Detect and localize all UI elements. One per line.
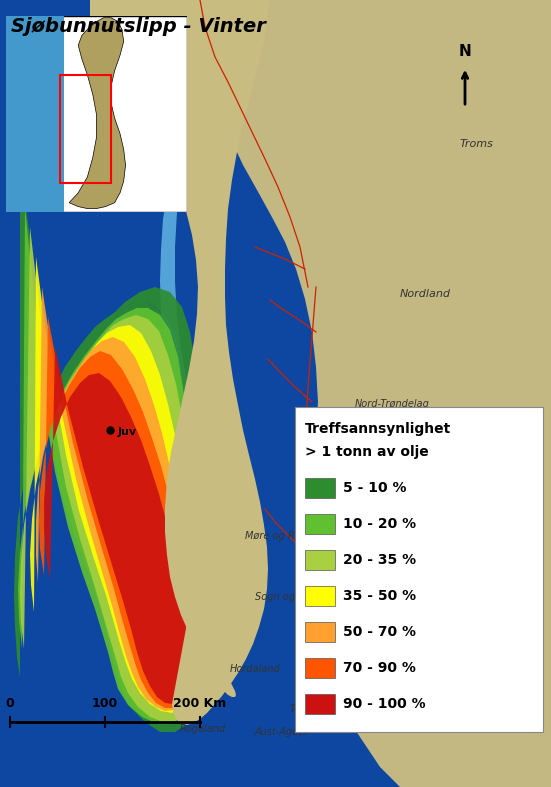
Text: Sogn og Fjordane: Sogn og Fjordane (255, 592, 341, 602)
Polygon shape (69, 17, 126, 209)
Bar (305, 658, 335, 678)
Bar (295, 407, 543, 732)
Text: Sør-Trønd.: Sør-Trønd. (310, 479, 359, 489)
Text: Hordaland: Hordaland (230, 664, 281, 674)
Bar (60, 75, 111, 183)
Polygon shape (6, 16, 64, 212)
Text: Oppland: Oppland (340, 579, 381, 589)
Bar (305, 586, 335, 606)
Polygon shape (90, 0, 270, 725)
Polygon shape (14, 167, 215, 732)
Text: Troms: Troms (460, 139, 494, 149)
Text: 5 - 10 %: 5 - 10 % (343, 481, 407, 495)
Text: Møre og Romsdal: Møre og Romsdal (245, 531, 330, 541)
Polygon shape (220, 0, 551, 787)
Text: Telemark: Telemark (290, 704, 334, 714)
Bar (305, 694, 335, 714)
Text: > 1 tonn av olje: > 1 tonn av olje (305, 445, 429, 459)
Text: N: N (458, 44, 471, 59)
Text: Sjøbunnutslipp - Vinter: Sjøbunnutslipp - Vinter (11, 17, 266, 36)
Text: 70 - 90 %: 70 - 90 % (343, 661, 416, 675)
Polygon shape (160, 0, 248, 709)
Polygon shape (30, 257, 203, 713)
Polygon shape (20, 227, 208, 722)
Text: Rogaland: Rogaland (180, 724, 226, 734)
Text: 35 - 50 %: 35 - 50 % (343, 589, 416, 603)
Text: 200 Km: 200 Km (174, 697, 226, 710)
Polygon shape (44, 347, 189, 704)
Text: 100: 100 (92, 697, 118, 710)
Text: 50 - 70 %: 50 - 70 % (343, 625, 416, 639)
Text: 20 - 35 %: 20 - 35 % (343, 553, 416, 567)
Text: 90 - 100 %: 90 - 100 % (343, 697, 425, 711)
Polygon shape (36, 287, 197, 711)
Bar (305, 514, 335, 534)
Text: Nord-Trøndelag: Nord-Trøndelag (355, 399, 430, 409)
Bar (305, 622, 335, 642)
Text: 0: 0 (6, 697, 14, 710)
Polygon shape (115, 287, 228, 732)
Text: Nordland: Nordland (400, 289, 451, 299)
Text: Treffsannsynlighet: Treffsannsynlighet (305, 422, 451, 436)
Bar (305, 478, 335, 498)
Text: Aust-Agder: Aust-Agder (255, 727, 309, 737)
Polygon shape (18, 207, 212, 724)
Bar (305, 550, 335, 570)
Text: Juv: Juv (118, 427, 137, 437)
Text: 10 - 20 %: 10 - 20 % (343, 517, 416, 531)
Text: Buskerud: Buskerud (315, 639, 361, 649)
Polygon shape (39, 317, 194, 708)
